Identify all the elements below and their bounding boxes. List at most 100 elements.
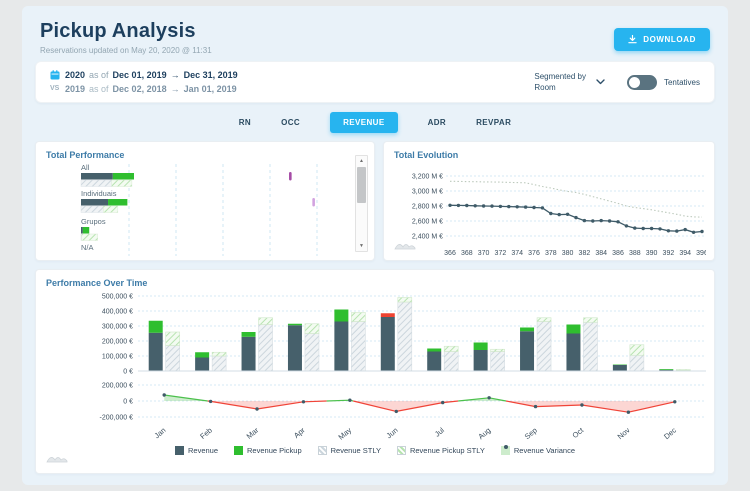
date-range-picker[interactable]: 2020 as of Dec 01, 2019 → Dec 31, 2019 V…	[50, 68, 238, 96]
period-current: 2020 as of Dec 01, 2019 → Dec 31, 2019	[50, 68, 238, 82]
legend-label: Revenue Pickup	[247, 446, 302, 455]
legend-swatch	[234, 446, 244, 455]
tentatives-toggle[interactable]	[626, 74, 657, 90]
svg-text:May: May	[337, 425, 354, 440]
svg-text:380: 380	[562, 250, 574, 257]
period2-asof: as of	[89, 84, 109, 94]
period2-end: Jan 01, 2019	[183, 84, 237, 94]
svg-text:2,400 M €: 2,400 M €	[412, 234, 443, 241]
period-comparison: VS 2019 as of Dec 02, 2018 → Jan 01, 201…	[50, 82, 238, 96]
period1-start: Dec 01, 2019	[112, 70, 167, 80]
svg-text:200,000 €: 200,000 €	[102, 383, 133, 390]
svg-text:Feb: Feb	[198, 426, 214, 440]
svg-text:378: 378	[545, 250, 557, 257]
period1-end: Dec 31, 2019	[183, 70, 238, 80]
period2-start: Dec 02, 2018	[112, 84, 167, 94]
calendar-icon	[50, 70, 61, 80]
legend-label: Revenue Variance	[513, 446, 576, 455]
legend-item-revenue-variance[interactable]: Revenue Variance	[500, 445, 576, 455]
svg-text:390: 390	[646, 250, 658, 257]
svg-text:Mar: Mar	[245, 425, 261, 440]
scroll-up-icon[interactable]: ▲	[358, 158, 364, 164]
filter-bar: 2020 as of Dec 01, 2019 → Dec 31, 2019 V…	[35, 61, 715, 103]
legend-swatch	[174, 446, 184, 455]
period2-year: 2019	[65, 84, 86, 94]
svg-text:376: 376	[528, 250, 540, 257]
legend-label: Revenue STLY	[330, 446, 381, 455]
svg-text:368: 368	[461, 250, 473, 257]
scrollbar-thumb[interactable]	[356, 167, 366, 203]
vs-label: VS	[50, 85, 60, 92]
total-performance-card: Total Performance All Individuais Grupos N/…	[35, 141, 375, 261]
svg-text:3,200 M €: 3,200 M €	[412, 174, 443, 181]
area-chart-icon	[46, 450, 68, 468]
total-evolution-chart: 3,200 M € 3,000 M € 2,800 M € 2,600 M € 2,40…	[384, 162, 714, 263]
chart-legend: Revenue Revenue Pickup Revenue STLY Revenue…	[36, 445, 714, 455]
svg-text:374: 374	[511, 250, 523, 257]
svg-text:396: 396	[696, 250, 706, 257]
legend-item-revenue[interactable]: Revenue	[174, 446, 219, 455]
svg-text:392: 392	[663, 250, 675, 257]
svg-text:Grupos: Grupos	[81, 217, 106, 226]
performance-over-time-card: Performance Over Time 500,000 € 400,000 €…	[35, 269, 715, 474]
total-performance-title: Total Performance	[46, 150, 125, 160]
scroll-down-icon[interactable]: ▼	[358, 243, 364, 249]
segmented-by-value: Room	[534, 83, 556, 92]
svg-text:N/A: N/A	[81, 243, 94, 252]
legend-item-revenue-pickup-stly[interactable]: Revenue Pickup STLY	[396, 446, 485, 455]
last-updated-text: Reservations updated on May 20, 2020 @ 1…	[40, 46, 212, 55]
vertical-scrollbar[interactable]: ▲ ▼	[354, 155, 368, 252]
download-button[interactable]: DOWNLOAD	[614, 28, 710, 51]
arrow-right-icon: →	[170, 70, 180, 80]
download-label: DOWNLOAD	[643, 35, 696, 44]
svg-text:Dec: Dec	[662, 425, 678, 440]
svg-text:200,000 €: 200,000 €	[102, 339, 133, 346]
svg-text:0 €: 0 €	[123, 369, 133, 376]
page-header: Pickup Analysis Reservations updated on …	[22, 6, 728, 59]
svg-text:2,600 M €: 2,600 M €	[412, 219, 443, 226]
svg-text:Apr: Apr	[292, 425, 307, 440]
segmented-by-dropdown[interactable]: Segmented by Room	[534, 71, 605, 93]
tab-occ[interactable]: OCC	[281, 117, 301, 127]
svg-text:Jun: Jun	[385, 426, 400, 440]
period1-asof: as of	[89, 70, 109, 80]
total-evolution-title: Total Evolution	[393, 150, 459, 160]
page-title: Pickup Analysis	[40, 20, 196, 42]
svg-text:386: 386	[612, 250, 624, 257]
svg-text:0 €: 0 €	[123, 399, 133, 406]
svg-text:-200,000 €: -200,000 €	[100, 415, 134, 422]
svg-text:100,000 €: 100,000 €	[102, 354, 133, 361]
tab-revpar[interactable]: REVPAR	[476, 117, 512, 127]
legend-item-revenue-stly[interactable]: Revenue STLY	[317, 446, 381, 455]
svg-text:400,000 €: 400,000 €	[102, 309, 133, 316]
tab-revenue[interactable]: REVENUE	[330, 111, 398, 133]
segmented-by-label: Segmented by	[534, 72, 586, 81]
performance-over-time-chart: 500,000 € 400,000 € 300,000 € 200,000 € 100,…	[36, 290, 714, 445]
svg-text:382: 382	[579, 250, 591, 257]
total-performance-chart: All Individuais Grupos N/A	[36, 162, 374, 265]
legend-label: Revenue Pickup STLY	[409, 446, 485, 455]
svg-text:300,000 €: 300,000 €	[102, 324, 133, 331]
total-evolution-card: Total Evolution 3,200 M € 3,000 M € 2,800 …	[382, 141, 715, 263]
performance-over-time-title: Performance Over Time	[46, 278, 148, 288]
svg-text:384: 384	[595, 250, 607, 257]
svg-text:Oct: Oct	[571, 425, 586, 440]
svg-text:2,800 M €: 2,800 M €	[412, 204, 443, 211]
svg-text:3,000 M €: 3,000 M €	[412, 189, 443, 196]
download-icon	[628, 35, 637, 44]
legend-swatch	[317, 446, 327, 455]
metric-tabs: RN OCC REVENUE ADR REVPAR	[22, 111, 728, 133]
svg-text:500,000 €: 500,000 €	[102, 294, 133, 301]
svg-text:366: 366	[444, 250, 456, 257]
toggle-knob	[628, 76, 640, 88]
period1-year: 2020	[65, 70, 86, 80]
tab-adr[interactable]: ADR	[427, 117, 447, 127]
legend-item-revenue-pickup[interactable]: Revenue Pickup	[234, 446, 302, 455]
chevron-down-icon	[596, 79, 605, 85]
legend-swatch	[500, 445, 510, 455]
svg-text:All: All	[81, 163, 90, 172]
legend-label: Revenue	[187, 446, 219, 455]
tab-rn[interactable]: RN	[238, 117, 252, 127]
dashboard-background: Pickup Analysis Reservations updated on …	[22, 6, 728, 485]
svg-text:388: 388	[629, 250, 641, 257]
